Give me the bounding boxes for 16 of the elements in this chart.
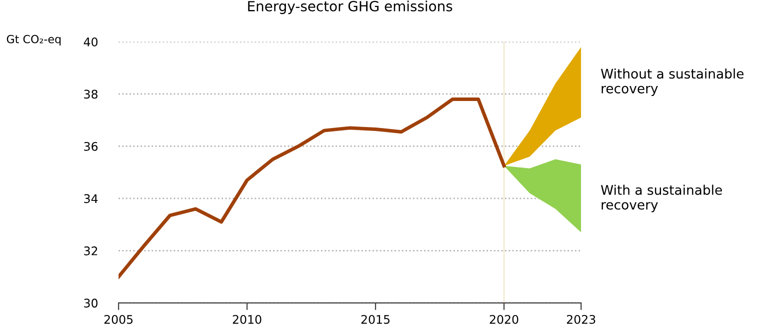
y-tick-label: 40 [84,37,98,46]
y-axis-title: Gt CO₂-eq [6,34,61,46]
x-tick-label: 2015 [361,314,390,324]
annotation: With a sustainable recovery [600,184,722,212]
y-tick-label: 34 [84,194,98,204]
y-tick-label: 32 [84,246,98,256]
y-tick-label: 36 [84,142,98,151]
x-tick-label: 2010 [232,314,262,324]
x-tick-label: 2005 [104,314,133,324]
chart-title: Energy-sector GHG emissions [248,0,452,14]
x-tick-label: 2023 [566,314,596,324]
y-tick-label: 30 [84,298,98,308]
annotation: Without a sustainable recovery [600,68,744,96]
x-tick-label: 2020 [490,314,518,324]
y-tick-label: 38 [84,90,98,99]
line-series [118,97,506,279]
